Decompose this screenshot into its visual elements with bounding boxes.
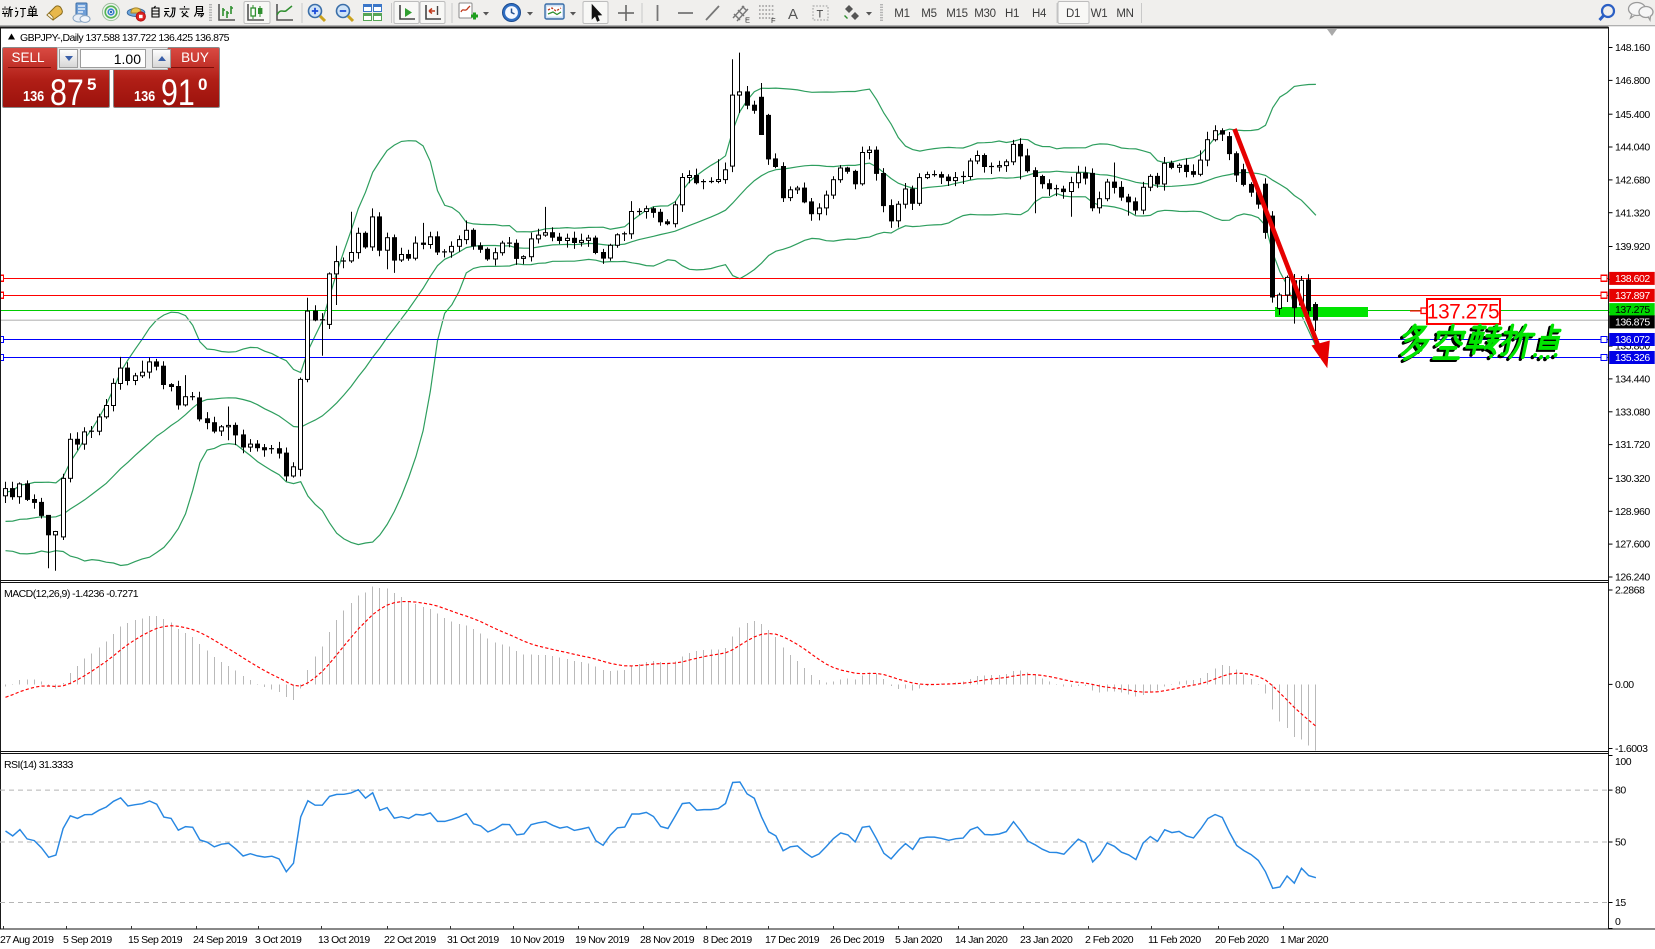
svg-text:126.240: 126.240 — [1615, 572, 1650, 584]
svg-text:19 Nov 2019: 19 Nov 2019 — [575, 934, 630, 946]
svg-text:28 Nov 2019: 28 Nov 2019 — [640, 934, 695, 946]
svg-text:141.320: 141.320 — [1615, 207, 1650, 219]
svg-text:137.275: 137.275 — [1615, 304, 1650, 316]
svg-text:M1: M1 — [894, 8, 909, 20]
svg-text:145.400: 145.400 — [1615, 109, 1650, 121]
svg-text:136.072: 136.072 — [1615, 334, 1650, 346]
svg-text:138.602: 138.602 — [1615, 273, 1650, 285]
svg-text:146.800: 146.800 — [1615, 75, 1650, 87]
svg-text:20 Feb 2020: 20 Feb 2020 — [1215, 934, 1269, 946]
svg-text:137.897: 137.897 — [1615, 290, 1650, 302]
svg-text:11 Feb 2020: 11 Feb 2020 — [1148, 934, 1201, 946]
svg-text:127.600: 127.600 — [1615, 539, 1650, 551]
svg-text:-1.6003: -1.6003 — [1615, 743, 1648, 755]
svg-text:0: 0 — [1615, 916, 1621, 928]
svg-text:RSI(14) 31.3333: RSI(14) 31.3333 — [4, 759, 74, 771]
svg-text:136.875: 136.875 — [1615, 317, 1650, 329]
svg-text:142.680: 142.680 — [1615, 175, 1650, 187]
svg-text:144.040: 144.040 — [1615, 142, 1650, 154]
svg-text:0.00: 0.00 — [1615, 679, 1634, 691]
svg-text:10 Nov 2019: 10 Nov 2019 — [510, 934, 565, 946]
svg-text:E: E — [745, 16, 750, 25]
svg-text:2 Feb 2020: 2 Feb 2020 — [1085, 934, 1134, 946]
svg-text:D1: D1 — [1066, 8, 1080, 20]
svg-text:8 Dec 2019: 8 Dec 2019 — [703, 934, 752, 946]
svg-text:148.160: 148.160 — [1615, 42, 1650, 54]
svg-text:14 Jan 2020: 14 Jan 2020 — [955, 934, 1008, 946]
svg-text:22 Oct 2019: 22 Oct 2019 — [384, 934, 436, 946]
svg-text:137.275: 137.275 — [1427, 301, 1499, 324]
svg-text:T: T — [817, 9, 824, 21]
svg-text:139.920: 139.920 — [1615, 241, 1650, 253]
svg-text:H1: H1 — [1005, 8, 1019, 20]
svg-text:5 Sep 2019: 5 Sep 2019 — [63, 934, 112, 946]
svg-text:128.960: 128.960 — [1615, 506, 1650, 518]
svg-text:23 Jan 2020: 23 Jan 2020 — [1020, 934, 1073, 946]
svg-text:5 Jan 2020: 5 Jan 2020 — [895, 934, 943, 946]
svg-text:A: A — [788, 6, 798, 23]
svg-text:M5: M5 — [921, 8, 936, 20]
svg-text:F: F — [771, 16, 776, 25]
svg-text:133.080: 133.080 — [1615, 406, 1650, 418]
svg-text:MN: MN — [1116, 8, 1133, 20]
svg-text:80: 80 — [1615, 785, 1626, 797]
svg-text:3 Oct 2019: 3 Oct 2019 — [255, 934, 302, 946]
svg-text:M15: M15 — [946, 8, 967, 20]
svg-text:1 Mar 2020: 1 Mar 2020 — [1280, 934, 1329, 946]
svg-text:31 Oct 2019: 31 Oct 2019 — [447, 934, 499, 946]
svg-text:27 Aug 2019: 27 Aug 2019 — [0, 934, 54, 946]
svg-text:134.440: 134.440 — [1615, 374, 1650, 386]
svg-text:15 Sep 2019: 15 Sep 2019 — [128, 934, 183, 946]
svg-text:W1: W1 — [1091, 8, 1108, 20]
svg-text:15: 15 — [1615, 897, 1626, 909]
svg-text:13 Oct 2019: 13 Oct 2019 — [318, 934, 370, 946]
svg-text:130.320: 130.320 — [1615, 473, 1650, 485]
svg-text:135.326: 135.326 — [1615, 352, 1650, 364]
svg-text:M30: M30 — [974, 8, 995, 20]
svg-text:131.720: 131.720 — [1615, 439, 1650, 451]
svg-text:17 Dec 2019: 17 Dec 2019 — [765, 934, 820, 946]
svg-text:2.2868: 2.2868 — [1615, 585, 1645, 597]
svg-text:H4: H4 — [1032, 8, 1047, 20]
svg-text:26 Dec 2019: 26 Dec 2019 — [830, 934, 885, 946]
svg-text:GBPJPY-,Daily 137.588 137.722: GBPJPY-,Daily 137.588 137.722 136.425 13… — [20, 32, 230, 44]
svg-text:50: 50 — [1615, 837, 1626, 849]
svg-text:24 Sep 2019: 24 Sep 2019 — [193, 934, 248, 946]
svg-text:MACD(12,26,9) -1.4236 -0.7271: MACD(12,26,9) -1.4236 -0.7271 — [4, 588, 139, 600]
svg-text:100: 100 — [1615, 756, 1632, 768]
